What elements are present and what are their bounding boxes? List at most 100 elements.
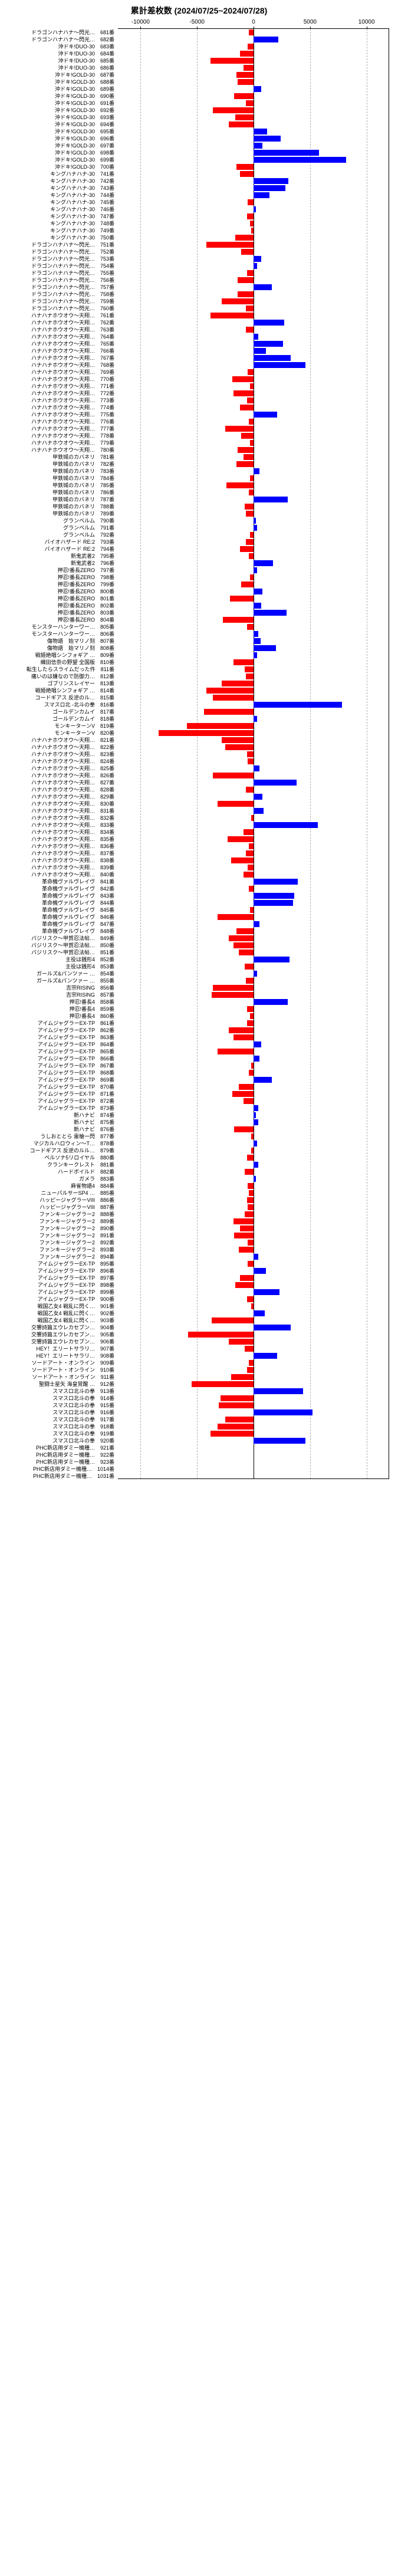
bar-row: ハナハナホウオウ～天翔… 838番 xyxy=(118,857,389,864)
row-label: HEY！エリートサラリ… 908番 xyxy=(0,1352,118,1359)
bar-row: PHC新店用ダミー機種… 923番 xyxy=(118,1458,389,1466)
row-label: 沖ドキ!GOLD‐30 692番 xyxy=(0,107,118,114)
bar xyxy=(254,178,288,184)
bar xyxy=(251,1303,254,1309)
bar xyxy=(254,631,258,637)
row-label: ハナハナホウオウ～天翔… 769番 xyxy=(0,369,118,376)
bar-row: 甲鉄城のカバネリ 789番 xyxy=(118,510,389,517)
bar-row: ハナハナホウオウ～天翔… 824番 xyxy=(118,758,389,765)
bar xyxy=(249,843,254,849)
row-label: ハナハナホウオウ～天翔… 773番 xyxy=(0,397,118,404)
row-label: 転生したらスライムだった件 811番 xyxy=(0,666,118,673)
row-label: キングハナハナ-30 743番 xyxy=(0,185,118,192)
bar-row: キングハナハナ-30 749番 xyxy=(118,227,389,234)
bar-row: ハナハナホウオウ～天翔… 771番 xyxy=(118,383,389,390)
bar xyxy=(254,610,287,616)
x-tick-label: 10000 xyxy=(358,19,375,25)
bar-row: ハナハナホウオウ～天翔… 821番 xyxy=(118,737,389,744)
row-label: 押忍!番長ZERO 800番 xyxy=(0,588,118,595)
row-label: ハナハナホウオウ～天翔… 778番 xyxy=(0,432,118,439)
bar xyxy=(254,284,272,290)
bar xyxy=(247,1020,254,1026)
bar xyxy=(254,1325,291,1330)
bar xyxy=(250,532,254,538)
bar xyxy=(235,235,254,241)
row-label: スマスロ北斗の拳 913番 xyxy=(0,1388,118,1395)
row-label: ハナハナホウオウ～天翔… 829番 xyxy=(0,793,118,800)
row-label: ファンキージャグラー2 894番 xyxy=(0,1253,118,1260)
bar-row: ソードアート・オンライン 910番 xyxy=(118,1366,389,1374)
row-label: 革命機ヴァルヴレイヴ 843番 xyxy=(0,892,118,899)
row-label: ハナハナホウオウ～天翔… 764番 xyxy=(0,333,118,340)
row-label: アイムジャグラーEX-TP 871番 xyxy=(0,1090,118,1098)
bar-row: 沖ドキ!GOLD‐30 697番 xyxy=(118,142,389,149)
bar xyxy=(247,213,254,219)
bar xyxy=(246,850,254,856)
row-label: ハナハナホウオウ～天翔… 768番 xyxy=(0,362,118,369)
row-label: 吉宗RISING 857番 xyxy=(0,991,118,998)
row-label: ハードボイルド 882番 xyxy=(0,1168,118,1175)
bar xyxy=(241,433,254,439)
bar-row: ハナハナホウオウ～天翔… 778番 xyxy=(118,432,389,439)
bar xyxy=(254,129,267,134)
bar-row: 革命機ヴァルヴレイヴ 842番 xyxy=(118,885,389,892)
row-label: 革命機ヴァルヴレイヴ 845番 xyxy=(0,906,118,914)
row-label: ハナハナホウオウ～天翔… 828番 xyxy=(0,786,118,793)
bar-row: 吉宗RISING 857番 xyxy=(118,991,389,998)
bar xyxy=(235,1282,254,1288)
bar xyxy=(212,1317,254,1323)
bar-row: ハナハナホウオウ～天翔… 772番 xyxy=(118,390,389,397)
bar xyxy=(254,1268,266,1274)
row-label: ドラゴンハナハナ～閃光… 681番 xyxy=(0,29,118,36)
bar xyxy=(236,72,254,78)
row-label: PHC新店用ダミー機種… 921番 xyxy=(0,1444,118,1451)
bar xyxy=(246,978,254,984)
bar xyxy=(254,794,262,800)
row-label: アイムジャグラーEX-TP 896番 xyxy=(0,1267,118,1274)
bar-row: ドラゴンハナハナ～閃光… 681番 xyxy=(118,29,389,36)
row-label: キングハナハナ-30 744番 xyxy=(0,192,118,199)
bar xyxy=(254,86,261,92)
bar-row: 押忍!番長4 859番 xyxy=(118,1006,389,1013)
bar xyxy=(247,1006,254,1012)
row-label: キングハナハナ-30 750番 xyxy=(0,234,118,241)
row-label: 傷物語 始マリノ刻 808番 xyxy=(0,645,118,652)
row-label: ハナハナホウオウ～天翔… 838番 xyxy=(0,857,118,864)
bar xyxy=(245,666,254,672)
bar xyxy=(233,390,254,396)
bar-row: ハナハナホウオウ～天翔… 767番 xyxy=(118,354,389,362)
bar xyxy=(244,872,254,878)
bar xyxy=(254,589,262,594)
bar xyxy=(254,1041,261,1047)
row-label: 甲鉄城のカバネリ 789番 xyxy=(0,510,118,517)
bar xyxy=(251,228,254,234)
bar-row: ハナハナホウオウ～天翔… 840番 xyxy=(118,871,389,878)
row-label: スマスロ北斗の拳 915番 xyxy=(0,1402,118,1409)
bar-row: 交響詩篇エウレカセブン… 906番 xyxy=(118,1338,389,1345)
bar-row: ハナハナホウオウ～天翔… 765番 xyxy=(118,340,389,347)
row-label: ドラゴンハナハナ～閃光… 754番 xyxy=(0,262,118,270)
bar-row: ファンキージャグラー2 893番 xyxy=(118,1246,389,1253)
bar xyxy=(206,688,254,694)
bar-row: ハナハナホウオウ～天翔… 770番 xyxy=(118,376,389,383)
row-label: バジリスク～甲賀忍法帖… 850番 xyxy=(0,942,118,949)
row-label: 押忍!番長ZERO 801番 xyxy=(0,595,118,602)
bar xyxy=(188,1332,254,1338)
row-label: モンスターハンターワー… 806番 xyxy=(0,630,118,638)
bar xyxy=(251,1148,254,1154)
row-label: ハナハナホウオウ～天翔… 770番 xyxy=(0,376,118,383)
row-label: ニューパルサーSP4 … 885番 xyxy=(0,1190,118,1197)
bar-row: 傷物語 始マリノ刻 807番 xyxy=(118,638,389,645)
bar-row: 沖ドキ!GOLD‐30 698番 xyxy=(118,149,389,156)
row-label: ガールズ&パンツァー … 854番 xyxy=(0,970,118,977)
bar-row: 甲鉄城のカバネリ 783番 xyxy=(118,468,389,475)
row-label: ドラゴンハナハナ～閃光… 760番 xyxy=(0,305,118,312)
row-label: 沖ドキ!GOLD‐30 694番 xyxy=(0,121,118,128)
bar-row: スマスロ北斗の拳 919番 xyxy=(118,1430,389,1437)
row-label: 押忍!番長ZERO 797番 xyxy=(0,567,118,574)
row-label: 押忍!番長4 859番 xyxy=(0,1006,118,1013)
row-label: ハッピージャグラーVIII 886番 xyxy=(0,1197,118,1204)
bar-row: ハナハナホウオウ～天翔… 774番 xyxy=(118,404,389,411)
row-label: 沖ドキ!GOLD‐30 689番 xyxy=(0,86,118,93)
bar xyxy=(245,504,254,510)
